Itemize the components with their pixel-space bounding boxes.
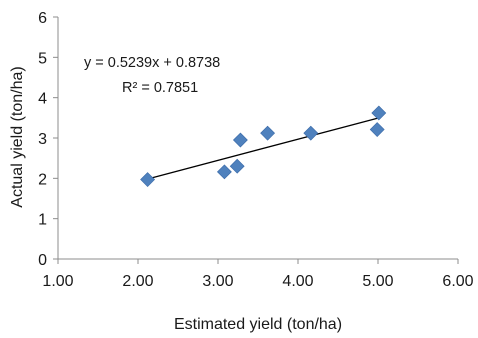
y-tick-label: 5	[38, 50, 47, 67]
y-tick-label: 1	[38, 212, 47, 229]
x-axis-title: Estimated yield (ton/ha)	[174, 316, 342, 333]
plot-area: 0 1 2 3 4 5 6 1.00 2.00 3.00 4.00 5.00 6.00	[38, 10, 474, 290]
y-tick-label: 4	[38, 91, 47, 108]
y-tick-label: 3	[38, 131, 47, 148]
x-tick-label: 6.00	[442, 273, 473, 290]
y-tick-label: 0	[38, 252, 47, 269]
x-tick-label: 1.00	[42, 273, 73, 290]
x-tick-label: 5.00	[362, 273, 393, 290]
y-axis-ticks: 0 1 2 3 4 5 6	[38, 10, 58, 269]
x-tick-label: 3.00	[202, 273, 233, 290]
data-point	[260, 125, 276, 141]
data-points	[140, 105, 387, 187]
y-tick-label: 6	[38, 10, 47, 27]
trendline-equation: y = 0.5239x + 0.8738	[84, 55, 220, 71]
y-tick-label: 2	[38, 171, 47, 188]
x-tick-label: 2.00	[122, 273, 153, 290]
data-point	[140, 172, 156, 187]
data-point	[303, 125, 319, 141]
x-tick-label: 4.00	[282, 273, 313, 290]
r-squared-label: R² = 0.7851	[122, 80, 198, 96]
x-axis-ticks: 1.00 2.00 3.00 4.00 5.00 6.00	[42, 259, 474, 290]
data-point	[369, 122, 385, 137]
data-point	[371, 105, 387, 121]
y-axis-title: Actual yield (ton/ha)	[9, 66, 26, 207]
data-point	[229, 158, 245, 174]
trendline	[147, 117, 379, 180]
data-point	[216, 164, 232, 180]
data-point	[232, 132, 248, 148]
